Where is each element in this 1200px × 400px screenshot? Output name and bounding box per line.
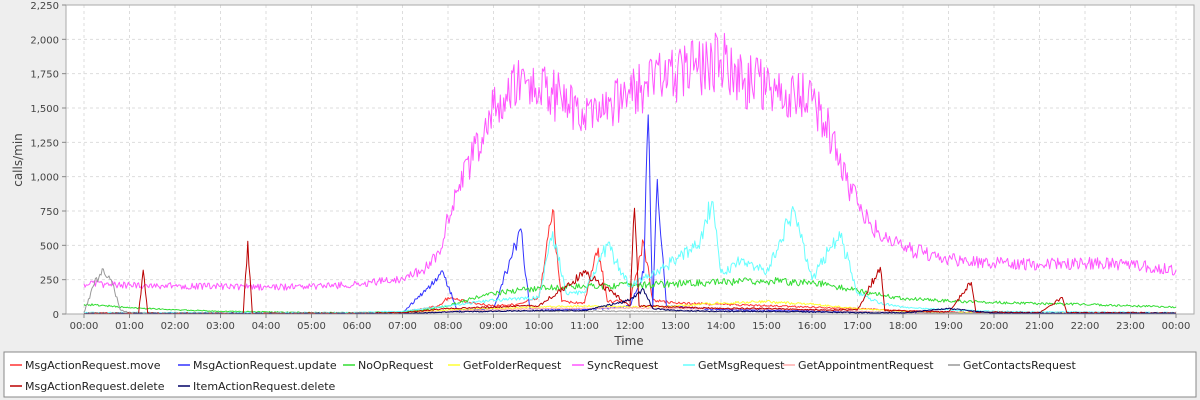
x-tick-label: 11:00 bbox=[570, 321, 599, 332]
y-tick-label: 1,750 bbox=[30, 70, 59, 81]
x-tick-label: 22:00 bbox=[1071, 321, 1100, 332]
x-tick-label: 00:00 bbox=[70, 321, 99, 332]
x-tick-label: 15:00 bbox=[752, 321, 781, 332]
y-tick-label: 2,250 bbox=[30, 1, 59, 12]
series-line bbox=[83, 200, 1177, 314]
x-tick-label: 17:00 bbox=[843, 321, 872, 332]
legend-entry: MsgActionRequest.move bbox=[25, 359, 161, 372]
y-tick-label: 2,000 bbox=[30, 35, 59, 46]
x-tick-label: 23:00 bbox=[1116, 321, 1145, 332]
x-axis: 00:00 01:00 02:00 03:00 04:00 05:00 06:00 07:00… bbox=[70, 314, 1191, 332]
legend-entry: GetAppointmentRequest bbox=[798, 359, 934, 372]
plot-area bbox=[66, 5, 1194, 314]
x-tick-label: 08:00 bbox=[434, 321, 463, 332]
legend-entry: MsgActionRequest.update bbox=[193, 359, 337, 372]
legend: MsgActionRequest.move MsgActionRequest.up… bbox=[3, 351, 1197, 398]
legend-entry: SyncRequest bbox=[587, 359, 659, 372]
x-tick-label: 16:00 bbox=[798, 321, 827, 332]
legend-entry: GetMsgRequest bbox=[698, 359, 785, 372]
legend-entry: GetContactsRequest bbox=[963, 359, 1077, 372]
x-tick-label: 09:00 bbox=[479, 321, 508, 332]
x-tick-label: 03:00 bbox=[206, 321, 235, 332]
x-tick-label: 10:00 bbox=[525, 321, 554, 332]
y-tick-label: 0 bbox=[53, 310, 59, 321]
y-tick-label: 1,500 bbox=[30, 104, 59, 115]
x-tick-label: 01:00 bbox=[115, 321, 144, 332]
legend-entry: GetFolderRequest bbox=[463, 359, 562, 372]
y-tick-label: 1,000 bbox=[30, 173, 59, 184]
x-tick-label: 18:00 bbox=[889, 321, 918, 332]
x-tick-label: 19:00 bbox=[934, 321, 963, 332]
series-line bbox=[83, 277, 1177, 314]
x-axis-label: Time bbox=[613, 334, 643, 348]
y-tick-label: 1,250 bbox=[30, 138, 59, 149]
x-tick-label: 20:00 bbox=[980, 321, 1009, 332]
legend-entry: MsgActionRequest.delete bbox=[25, 380, 165, 393]
legend-entry: ItemActionRequest.delete bbox=[193, 380, 336, 393]
x-tick-label: 12:00 bbox=[616, 321, 645, 332]
y-axis: 0 250 500 750 1,000 1,250 1,500 1,750 2,000 2,250 bbox=[30, 1, 66, 321]
x-tick-label: 00:00 bbox=[1162, 321, 1191, 332]
x-tick-label: 07:00 bbox=[388, 321, 417, 332]
legend-entry: NoOpRequest bbox=[358, 359, 434, 372]
y-tick-label: 250 bbox=[40, 276, 59, 287]
x-tick-label: 05:00 bbox=[297, 321, 326, 332]
y-tick-label: 500 bbox=[40, 241, 59, 252]
x-tick-label: 04:00 bbox=[252, 321, 281, 332]
grid-lines bbox=[66, 5, 1194, 314]
x-tick-label: 14:00 bbox=[707, 321, 736, 332]
x-tick-label: 13:00 bbox=[661, 321, 690, 332]
x-tick-label: 21:00 bbox=[1025, 321, 1054, 332]
y-axis-label: calls/min bbox=[11, 133, 25, 187]
y-tick-label: 750 bbox=[40, 207, 59, 218]
legend-box bbox=[3, 351, 1197, 398]
x-tick-label: 06:00 bbox=[343, 321, 372, 332]
x-tick-label: 02:00 bbox=[161, 321, 190, 332]
series-line bbox=[83, 32, 1177, 291]
